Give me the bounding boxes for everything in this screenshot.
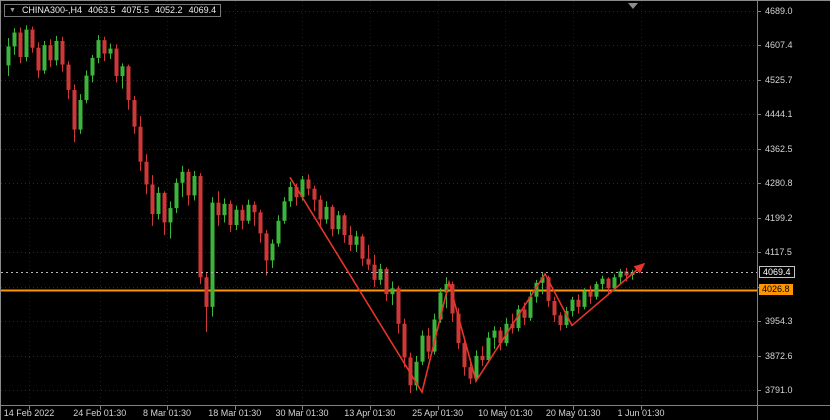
time-axis-label: 13 Apr 01:30 xyxy=(344,408,396,418)
price-axis-label: 4280.8 xyxy=(765,178,793,189)
price-axis-label: 4689.0 xyxy=(765,6,793,16)
time-axis-label: 20 May 01:30 xyxy=(545,408,601,418)
symbol-ohlc-header: ▼ CHINA300-,H4 4063.5 4075.5 4052.2 4069… xyxy=(4,4,222,17)
time-axis-label: 30 Mar 01:30 xyxy=(275,408,329,418)
price-axis-label: 4362.5 xyxy=(765,143,793,154)
time-axis-label: 25 Apr 01:30 xyxy=(412,408,464,418)
price-axis[interactable]: 4689.0 4607.4 4525.7 4444.1 4362.5 4280.8 4199… xyxy=(758,1,830,405)
ohlc-low: 4052.2 xyxy=(155,5,183,15)
price-axis-label: 4199.2 xyxy=(765,212,793,223)
chart-shift-marker xyxy=(628,3,638,9)
time-axis[interactable]: 14 Feb 2022 24 Feb 01:30 8 Mar 01:30 18 Mar… xyxy=(1,406,757,420)
price-axis-label: 4117.5 xyxy=(765,247,792,258)
symbol-period-label: CHINA300-,H4 xyxy=(21,5,82,15)
price-axis-label: 3872.6 xyxy=(765,350,793,361)
ohlc-high: 4075.5 xyxy=(121,5,150,15)
price-axis-label: 4444.1 xyxy=(765,109,793,120)
price-axis-label: 4607.4 xyxy=(765,40,793,51)
price-axis-label: 4525.7 xyxy=(765,74,793,85)
ohlc-close: 4069.4 xyxy=(188,5,217,15)
ohlc-open: 4063.5 xyxy=(87,5,116,15)
time-axis-label: 8 Mar 01:30 xyxy=(142,408,192,418)
time-axis-label: 18 Mar 01:30 xyxy=(208,408,262,418)
time-axis-label: 10 May 01:30 xyxy=(478,408,533,418)
current-price-badge: 4069.4 xyxy=(759,265,795,278)
orange-level-badge: 4026.8 xyxy=(759,284,793,296)
trend-zigzag-line xyxy=(289,176,646,395)
price-axis-label: 3791.0 xyxy=(765,385,793,395)
price-axis-label: 3954.3 xyxy=(765,316,793,327)
time-axis-label: 14 Feb 2022 xyxy=(3,408,55,418)
chart-icon: ▼ xyxy=(9,7,16,14)
time-axis-label: 24 Feb 01:30 xyxy=(73,408,127,418)
time-axis-label: 1 Jun 01:30 xyxy=(617,408,665,418)
